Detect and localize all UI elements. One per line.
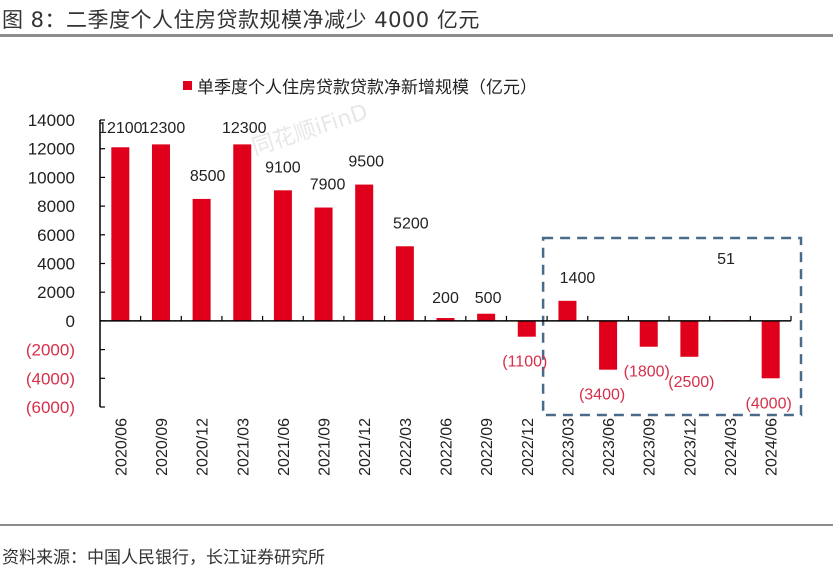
x-tick-label: 2023/12 <box>682 418 699 476</box>
bar-chart: 同花顺iFinD 单季度个人住房贷款贷款净新增规模（亿元） 1400012000… <box>26 78 803 476</box>
x-tick-label: 2021/06 <box>276 418 293 476</box>
data-label: 5200 <box>393 215 429 232</box>
watermark: 同花顺iFinD <box>249 100 371 161</box>
data-label: 200 <box>432 290 459 307</box>
data-label: (1800) <box>624 364 670 381</box>
bar <box>639 320 658 347</box>
x-tick-label: 2024/03 <box>723 418 740 476</box>
data-label: 7900 <box>310 177 346 194</box>
highlight-box-group <box>541 236 803 417</box>
y-tick-label: (2000) <box>26 341 75 360</box>
data-label: 9100 <box>265 159 301 176</box>
y-tick-label: 8000 <box>37 197 75 216</box>
bar <box>599 320 618 370</box>
bar <box>151 144 170 321</box>
data-label: (2500) <box>668 374 714 391</box>
data-label: 9500 <box>348 154 384 171</box>
x-tick-label: 2024/06 <box>764 418 781 476</box>
y-tick-label: (4000) <box>26 369 75 388</box>
watermark-text: 同花顺iFinD <box>249 100 371 161</box>
axes <box>99 119 792 408</box>
bar <box>477 313 496 321</box>
data-label: (4000) <box>746 395 792 412</box>
x-tick-label: 2023/09 <box>642 418 659 476</box>
data-label: 500 <box>475 290 502 307</box>
y-tick-labels: 14000 12000 10000 8000 6000 4000 2000 0 (2000) (4… <box>26 111 75 417</box>
bar <box>558 300 577 321</box>
legend-label: 单季度个人住房贷款贷款净新增规模（亿元） <box>197 78 537 98</box>
bar <box>192 198 211 321</box>
data-label: 8500 <box>190 168 226 185</box>
bar <box>111 147 130 321</box>
bar <box>314 207 333 321</box>
bar <box>517 320 536 337</box>
y-tick-label: 2000 <box>37 283 75 302</box>
bar <box>436 318 455 321</box>
data-label: 12100 <box>98 120 143 137</box>
source-note: 资料来源：中国人民银行，长江证券研究所 <box>2 548 325 568</box>
y-tick-label: 14000 <box>28 111 75 130</box>
x-tick-label: 2023/06 <box>601 418 618 476</box>
data-label: 51 <box>717 251 735 268</box>
x-tick-label: 2023/03 <box>560 418 577 476</box>
x-tick-label: 2021/12 <box>357 418 374 476</box>
x-tick-label: 2021/09 <box>317 418 334 476</box>
x-tick-label: 2021/03 <box>235 418 252 476</box>
data-label: (1100) <box>502 354 547 371</box>
bar <box>761 320 780 379</box>
y-tick-label: 12000 <box>28 140 75 159</box>
data-label: 12300 <box>222 120 267 137</box>
legend: 单季度个人住房贷款贷款净新增规模（亿元） <box>183 78 537 98</box>
x-tick-label: 2022/12 <box>520 418 537 476</box>
bar <box>355 184 374 321</box>
y-tick-label: 4000 <box>37 255 75 274</box>
title-divider <box>0 34 833 37</box>
bar <box>273 190 292 321</box>
data-label: 1400 <box>560 270 596 287</box>
x-tick-labels: 2020/06 2020/09 2020/12 2021/03 2021/06 2021/… <box>113 418 780 476</box>
x-tick-label: 2020/12 <box>195 418 212 476</box>
x-tick-label: 2022/03 <box>398 418 415 476</box>
x-tick-label: 2022/09 <box>479 418 496 476</box>
legend-swatch <box>183 81 192 90</box>
figure-title: 图 8：二季度个人住房贷款规模净减少 4000 亿元 <box>2 8 480 32</box>
bar <box>680 320 699 357</box>
highlight-box <box>541 236 803 417</box>
bar <box>395 246 414 321</box>
y-tick-label: 10000 <box>28 168 75 187</box>
y-tick-label: 6000 <box>37 226 75 245</box>
y-tick-label: (6000) <box>26 398 75 417</box>
x-tick-label: 2022/06 <box>439 418 456 476</box>
data-label: (3400) <box>579 387 625 404</box>
bar <box>233 144 252 321</box>
source-divider <box>0 524 833 526</box>
data-label: 12300 <box>141 120 186 137</box>
x-tick-label: 2020/06 <box>113 418 130 476</box>
y-tick-label: 0 <box>66 312 75 331</box>
bars <box>111 144 780 379</box>
x-tick-label: 2020/09 <box>154 418 171 476</box>
